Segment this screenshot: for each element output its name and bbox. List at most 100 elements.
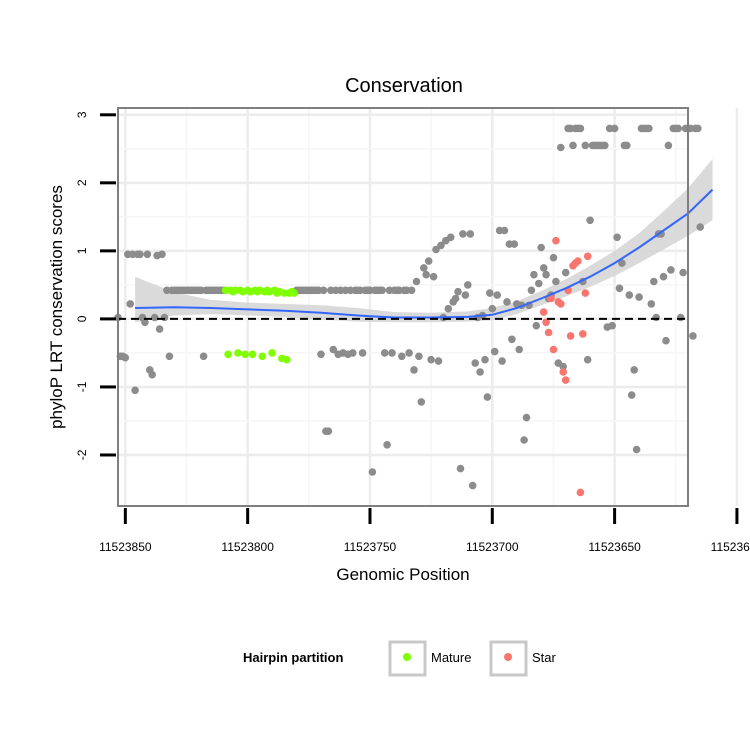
point-other: [150, 313, 159, 322]
point-other: [451, 294, 460, 303]
point-star: [544, 328, 553, 337]
point-mature: [268, 349, 276, 357]
scatter-points: [114, 124, 704, 497]
point-other: [539, 264, 548, 272]
point-other: [508, 335, 516, 344]
y-tick-label: 3: [75, 111, 89, 118]
point-other: [532, 321, 541, 330]
point-other: [652, 313, 660, 322]
point-other: [527, 286, 536, 295]
point-mature: [283, 355, 291, 364]
point-other: [126, 300, 134, 308]
point-other: [486, 289, 494, 297]
point-mature: [224, 350, 232, 359]
point-other: [324, 427, 333, 436]
confidence-band: [135, 159, 713, 323]
point-other: [468, 481, 477, 490]
point-other: [659, 272, 668, 281]
point-other: [317, 350, 325, 359]
legend: Hairpin partition Mature Star: [243, 640, 557, 677]
point-other: [434, 357, 443, 365]
x-tick-label: 11523650: [588, 540, 641, 554]
point-other: [165, 352, 174, 361]
point-other: [415, 352, 423, 361]
y-tick-label: -2: [75, 449, 89, 460]
point-other: [635, 293, 643, 301]
y-axis: 3 2 1 0 -1 -2: [75, 111, 116, 460]
point-other: [676, 313, 685, 322]
point-other: [689, 332, 697, 340]
point-other: [674, 124, 682, 133]
point-other: [319, 286, 328, 295]
point-star: [566, 332, 575, 340]
y-tick-label: 0: [75, 315, 89, 322]
y-axis-title: phyloP LRT conservation scores: [47, 185, 66, 429]
legend-title: Hairpin partition: [243, 650, 343, 665]
y-tick-label: 1: [75, 247, 89, 254]
point-other: [383, 441, 391, 449]
smooth-line: [135, 188, 714, 319]
point-other: [552, 277, 560, 286]
y-tick-label: 2: [75, 179, 89, 186]
point-star: [549, 345, 558, 354]
point-other: [488, 304, 497, 313]
point-other: [417, 398, 426, 406]
point-other: [542, 270, 550, 279]
point-other: [601, 141, 609, 150]
point-other: [500, 226, 509, 235]
point-other: [679, 268, 687, 277]
point-other: [358, 349, 367, 357]
point-other: [522, 413, 531, 422]
point-star: [552, 236, 560, 245]
point-star: [539, 308, 548, 316]
point-other: [645, 124, 653, 133]
point-other: [121, 353, 130, 362]
chart-title: Conservation: [345, 75, 463, 97]
point-other: [143, 250, 152, 259]
point-other: [664, 141, 673, 150]
point-other: [456, 464, 465, 473]
point-other: [476, 368, 484, 376]
point-other: [535, 279, 543, 288]
legend-label-mature: Mature: [431, 650, 471, 665]
point-other: [422, 270, 431, 279]
legend-label-star: Star: [532, 650, 557, 665]
point-other: [667, 266, 675, 274]
point-other: [136, 250, 144, 259]
point-star: [547, 294, 555, 303]
point-other: [627, 391, 636, 399]
point-star: [542, 318, 550, 327]
point-star: [559, 368, 567, 376]
point-other: [537, 243, 545, 252]
point-other: [148, 370, 156, 379]
point-other: [549, 253, 558, 262]
point-other: [625, 291, 634, 299]
point-other: [398, 352, 406, 361]
point-other: [696, 223, 704, 231]
point-mature: [241, 350, 249, 359]
point-other: [481, 355, 489, 364]
point-other: [437, 241, 445, 250]
x-tick-label: 11523850: [99, 540, 152, 554]
point-star: [576, 488, 585, 497]
point-other: [368, 468, 377, 476]
x-tick-label: 11523750: [344, 540, 397, 554]
point-other: [410, 366, 418, 374]
legend-marker-mature: [403, 653, 411, 661]
point-other: [569, 141, 577, 150]
point-other: [694, 124, 702, 133]
point-star: [557, 300, 565, 308]
point-other: [630, 366, 638, 374]
x-axis-title: Genomic Position: [336, 565, 469, 584]
point-other: [581, 141, 590, 150]
point-other: [498, 357, 506, 365]
point-other: [662, 336, 670, 345]
point-star: [574, 257, 582, 265]
point-other: [483, 393, 492, 401]
x-tick-label: 11523600: [711, 540, 750, 554]
legend-marker-star: [504, 653, 512, 661]
point-other: [160, 313, 169, 322]
point-other: [459, 230, 467, 238]
point-other: [515, 345, 523, 354]
